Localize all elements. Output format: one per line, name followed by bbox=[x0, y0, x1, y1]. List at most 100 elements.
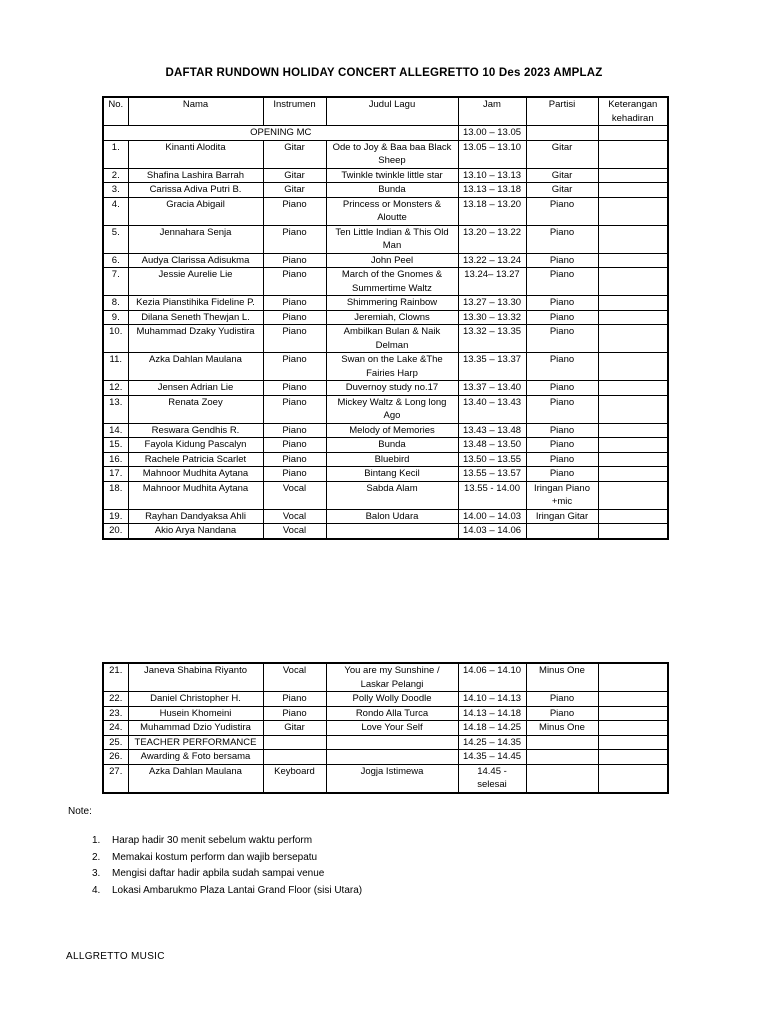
table-row: 20. Akio Arya Nandana Vocal 14.03 – 14.06 bbox=[102, 523, 669, 539]
cell-partisi: Piano bbox=[525, 267, 599, 296]
table-row: 2. Shafina Lashira Barrah Gitar Twinkle twi… bbox=[102, 167, 669, 183]
cell-instrumen: Vocal bbox=[262, 508, 327, 524]
note-number: 1. bbox=[92, 835, 101, 846]
cell-judul: March of the Gnomes & Summertime Waltz bbox=[325, 267, 459, 296]
cell-judul: Ambilkan Bulan & Naik Delman bbox=[325, 324, 459, 353]
cell-nama: Mahnoor Mudhita Aytana bbox=[127, 466, 264, 482]
cell-judul: Bunda bbox=[325, 437, 459, 453]
cell-instrumen: Piano bbox=[262, 437, 327, 453]
table-row: 13. Renata Zoey Piano Mickey Waltz & Long l… bbox=[102, 394, 669, 424]
cell-no: 10. bbox=[102, 324, 129, 353]
cell-nama: Reswara Gendhis R. bbox=[127, 422, 264, 438]
cell-instrumen: Gitar bbox=[262, 182, 327, 198]
cell-jam: 13.35 – 13.37 bbox=[457, 352, 527, 381]
opening-mc-label: OPENING MC bbox=[102, 125, 459, 141]
cell-jam: 14.00 – 14.03 bbox=[457, 508, 527, 524]
cell-partisi: Gitar bbox=[525, 167, 599, 183]
cell-nama: Daniel Christopher H. bbox=[127, 691, 264, 707]
cell-jam: 13.24– 13.27 bbox=[457, 267, 527, 296]
note-number: 4. bbox=[92, 884, 101, 896]
header-jam: Jam bbox=[457, 96, 527, 126]
cell-jam: 14.45 - selesai bbox=[457, 763, 527, 793]
cell-keterangan bbox=[597, 295, 669, 311]
cell-no: 18. bbox=[102, 480, 129, 510]
cell-instrumen: Piano bbox=[262, 422, 327, 438]
cell-jam: 13.37 – 13.40 bbox=[457, 380, 527, 396]
cell-instrumen: Vocal bbox=[262, 480, 327, 510]
cell-jam: 13.22 – 13.24 bbox=[457, 252, 527, 268]
cell-partisi: Minus One bbox=[525, 662, 599, 692]
table-row: 24. Muhammad Dzio Yudistira Gitar Love Your… bbox=[102, 720, 669, 736]
cell-partisi: Piano bbox=[525, 437, 599, 453]
cell-no: 2. bbox=[102, 167, 129, 183]
note-number: 3. bbox=[92, 868, 101, 879]
cell-no: 21. bbox=[102, 662, 129, 692]
cell-keterangan bbox=[597, 523, 669, 539]
cell-judul: Balon Udara bbox=[325, 508, 459, 524]
table-row: 3. Carissa Adiva Putri B. Gitar Bunda 13.13 … bbox=[102, 182, 669, 198]
cell-no: 13. bbox=[102, 394, 129, 424]
cell-nama: Renata Zoey bbox=[127, 394, 264, 424]
cell-no: 1. bbox=[102, 139, 129, 169]
cell-partisi: Piano bbox=[525, 451, 599, 467]
cell-no: 19. bbox=[102, 508, 129, 524]
rundown-table-page2: 21. Janeva Shabina Riyanto Vocal You are my… bbox=[102, 662, 669, 794]
cell-keterangan bbox=[597, 380, 669, 396]
cell-jam: 13.48 – 13.50 bbox=[457, 437, 527, 453]
rundown-table-page1: No. Nama Instrumen Judul Lagu Jam Partis… bbox=[102, 96, 669, 540]
cell-instrumen: Vocal bbox=[262, 523, 327, 539]
cell-jam: 13.30 – 13.32 bbox=[457, 309, 527, 325]
cell-instrumen: Piano bbox=[262, 267, 327, 296]
table-row: 10. Muhammad Dzaky Yudistira Piano Ambilkan… bbox=[102, 324, 669, 353]
cell-judul bbox=[325, 734, 459, 750]
cell-no: 3. bbox=[102, 182, 129, 198]
opening-mc-row: OPENING MC 13.00 – 13.05 bbox=[102, 125, 669, 141]
cell-no: 25. bbox=[102, 734, 129, 750]
cell-no: 22. bbox=[102, 691, 129, 707]
cell-jam: 13.13 – 13.18 bbox=[457, 182, 527, 198]
cell-judul: Swan on the Lake &The Fairies Harp bbox=[325, 352, 459, 381]
cell-instrumen: Piano bbox=[262, 252, 327, 268]
cell-keterangan bbox=[597, 451, 669, 467]
cell-judul bbox=[325, 523, 459, 539]
cell-judul: Bintang Kecil bbox=[325, 466, 459, 482]
footer-text: ALLGRETTO MUSIC bbox=[66, 951, 165, 962]
cell-judul: Twinkle twinkle little star bbox=[325, 167, 459, 183]
cell-keterangan bbox=[597, 466, 669, 482]
header-no: No. bbox=[102, 96, 129, 126]
cell-nama: Fayola Kidung Pascalyn bbox=[127, 437, 264, 453]
cell-no: 26. bbox=[102, 749, 129, 765]
cell-nama: Shafina Lashira Barrah bbox=[127, 167, 264, 183]
cell-nama: Jennahara Senja bbox=[127, 224, 264, 254]
cell-partisi: Piano bbox=[525, 422, 599, 438]
cell-keterangan bbox=[597, 252, 669, 268]
cell-nama: Audya Clarissa Adisukma bbox=[127, 252, 264, 268]
header-row: No. Nama Instrumen Judul Lagu Jam Partis… bbox=[102, 96, 669, 126]
cell-jam: 13.55 – 13.57 bbox=[457, 466, 527, 482]
cell-partisi: Piano bbox=[525, 380, 599, 396]
cell-partisi bbox=[525, 523, 599, 539]
cell-instrumen: Piano bbox=[262, 380, 327, 396]
cell-judul: Jogja Istimewa bbox=[325, 763, 459, 793]
cell-instrumen: Piano bbox=[262, 705, 327, 721]
cell-judul: Sabda Alam bbox=[325, 480, 459, 510]
cell-keterangan bbox=[597, 437, 669, 453]
cell-keterangan bbox=[597, 480, 669, 510]
table-row: 4. Gracia Abigail Piano Princess or Monster… bbox=[102, 196, 669, 226]
notes-list: 1. Harap hadir 30 menit sebelum waktu pe… bbox=[92, 833, 362, 899]
cell-judul: Ten Little Indian & This Old Man bbox=[325, 224, 459, 254]
table-row: 14. Reswara Gendhis R. Piano Melody of Memo… bbox=[102, 422, 669, 438]
cell-partisi: Piano bbox=[525, 295, 599, 311]
note-number: 2. bbox=[92, 851, 101, 863]
cell-instrumen: Piano bbox=[262, 451, 327, 467]
cell-no: 5. bbox=[102, 224, 129, 254]
header-instrumen: Instrumen bbox=[262, 96, 327, 126]
cell-keterangan bbox=[597, 705, 669, 721]
cell-keterangan bbox=[597, 763, 669, 793]
opening-mc-partisi-empty bbox=[525, 125, 599, 141]
cell-nama: Gracia Abigail bbox=[127, 196, 264, 226]
cell-nama: Muhammad Dzio Yudistira bbox=[127, 720, 264, 736]
cell-no: 14. bbox=[102, 422, 129, 438]
note-item: 3. Mengisi daftar hadir apbila sudah sam… bbox=[92, 866, 362, 883]
